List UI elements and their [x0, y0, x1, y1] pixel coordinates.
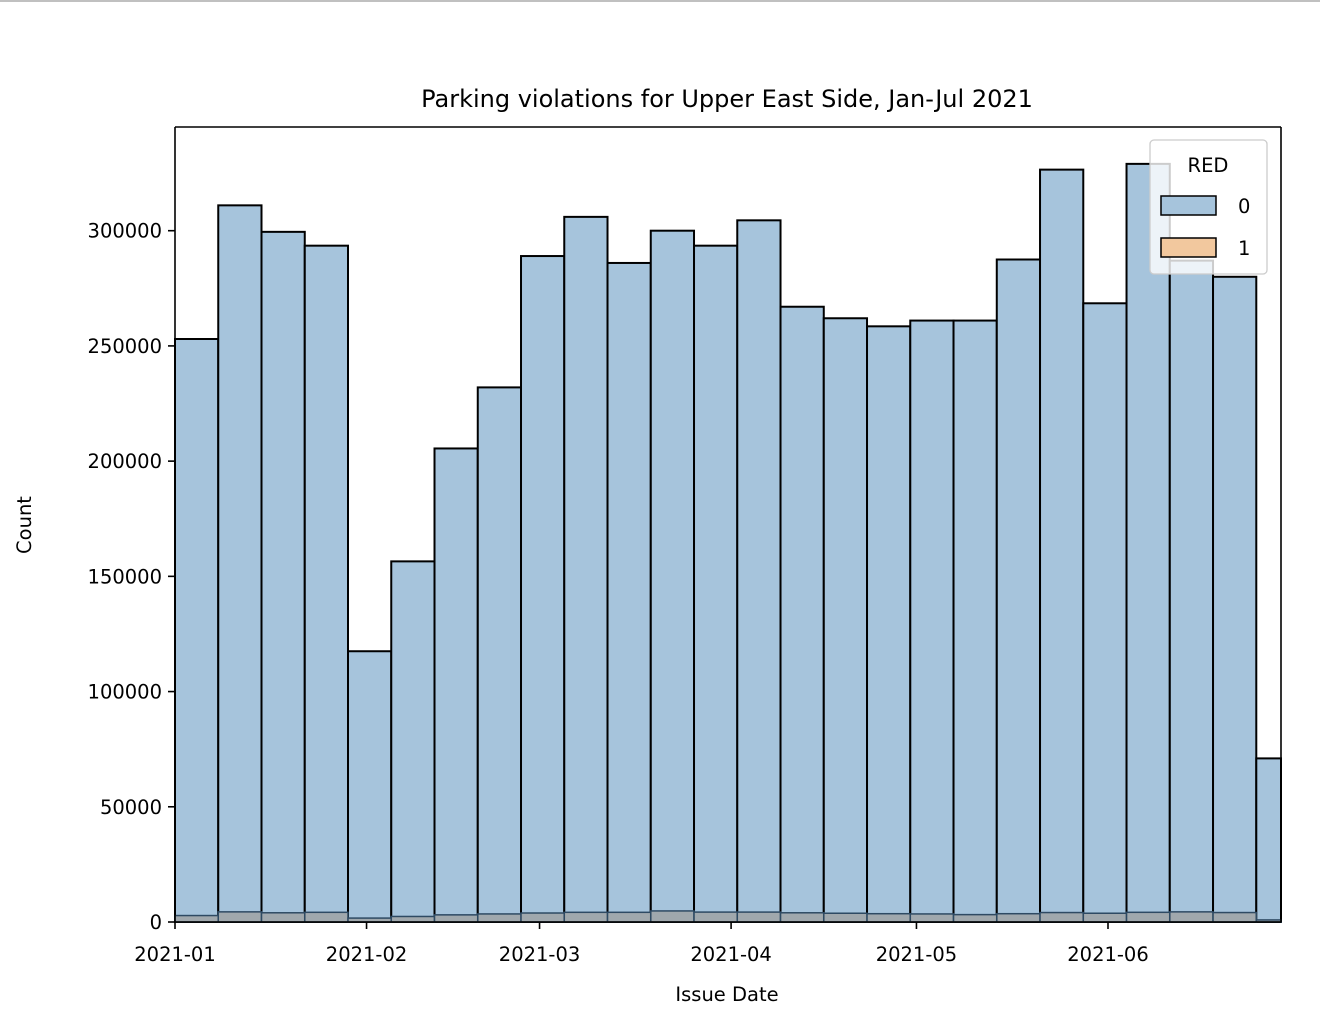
- bar-red-0: [779, 305, 825, 923]
- series-0-bars: [174, 162, 1282, 924]
- x-tick-label: 2021-04: [690, 943, 771, 966]
- bar-red-1: [909, 913, 955, 923]
- bar-red-1: [823, 912, 868, 923]
- bar-red-1: [996, 912, 1041, 923]
- y-tick-label: 200000: [88, 450, 162, 473]
- bar-red-0: [563, 215, 609, 923]
- x-axis-ticks: 2021-01 2021-02 2021-03 2021-04 2021-05 2021-…: [134, 922, 1149, 966]
- bar-red-0: [303, 244, 350, 924]
- bar-red-0: [174, 338, 220, 923]
- series-1-bars: [174, 910, 1282, 923]
- legend-title: RED: [1188, 154, 1229, 177]
- bar-red-1: [1039, 911, 1085, 923]
- chart-title: Parking violations for Upper East Side, …: [421, 85, 1033, 113]
- x-tick-label: 2021-05: [876, 943, 957, 966]
- bar-red-0: [909, 319, 955, 923]
- y-tick-label: 0: [150, 911, 162, 934]
- legend-swatch-0: [1160, 195, 1217, 216]
- axes-frame: [174, 126, 1282, 923]
- bar-red-1: [952, 913, 998, 923]
- bar-red-1: [1125, 911, 1171, 923]
- bar-red-1: [390, 915, 436, 923]
- bar-red-1: [520, 912, 566, 923]
- y-axis-ticks: 0 50000 100000 150000 200000 250000 300000: [88, 220, 175, 934]
- bar-red-0: [822, 317, 869, 923]
- bar-red-0: [606, 261, 652, 923]
- bar-red-0: [217, 204, 263, 923]
- y-tick-label: 150000: [88, 565, 162, 588]
- bar-red-1: [1082, 912, 1128, 923]
- y-tick-label: 300000: [88, 220, 162, 243]
- y-tick-label: 100000: [88, 681, 162, 704]
- bar-red-1: [304, 911, 349, 923]
- bar-red-0: [1255, 757, 1282, 923]
- bar-red-0: [476, 386, 523, 923]
- bar-red-0: [1039, 168, 1085, 923]
- bar-red-0: [1082, 302, 1128, 924]
- y-tick-label: 50000: [100, 796, 162, 819]
- bar-red-1: [650, 910, 695, 923]
- bar-red-1: [1169, 911, 1214, 923]
- legend-label-1: 1: [1238, 237, 1250, 260]
- x-tick-label: 2021-06: [1067, 943, 1148, 966]
- bar-red-0: [1168, 259, 1215, 923]
- bar-red-0: [390, 560, 436, 923]
- bar-red-0: [1212, 275, 1258, 924]
- bar-red-1: [693, 911, 739, 923]
- top-border-line: [0, 0, 1320, 2]
- bar-red-1: [866, 912, 912, 923]
- bar-red-0: [693, 244, 739, 924]
- bar-red-0: [866, 325, 912, 923]
- x-tick-label: 2021-02: [326, 943, 407, 966]
- legend-swatch-1: [1160, 237, 1217, 258]
- bar-red-1: [779, 912, 825, 923]
- bar-red-1: [260, 912, 306, 923]
- bar-red-0: [347, 650, 393, 923]
- bar-red-1: [477, 913, 522, 923]
- bar-red-1: [736, 911, 782, 923]
- bar-red-1: [563, 911, 609, 923]
- y-tick-label: 250000: [88, 335, 162, 358]
- bar-red-0: [1125, 162, 1171, 923]
- x-tick-label: 2021-01: [134, 943, 215, 966]
- legend-label-0: 0: [1238, 195, 1250, 218]
- bar-red-0: [260, 230, 306, 923]
- bar-red-1: [174, 914, 220, 923]
- bar-red-0: [649, 229, 696, 923]
- bar-red-0: [736, 219, 782, 923]
- bar-red-0: [952, 319, 998, 923]
- y-axis-label: Count: [13, 496, 36, 554]
- x-axis-label: Issue Date: [675, 983, 778, 1006]
- bar-red-0: [520, 255, 566, 924]
- bar-red-1: [433, 914, 479, 923]
- bar-red-0: [995, 258, 1042, 923]
- x-tick-label: 2021-03: [499, 943, 580, 966]
- bar-red-1: [1212, 911, 1258, 923]
- bar-red-0: [433, 447, 479, 923]
- legend: RED 0 1: [1149, 139, 1268, 275]
- bar-red-1: [217, 911, 263, 923]
- bar-red-1: [606, 911, 652, 923]
